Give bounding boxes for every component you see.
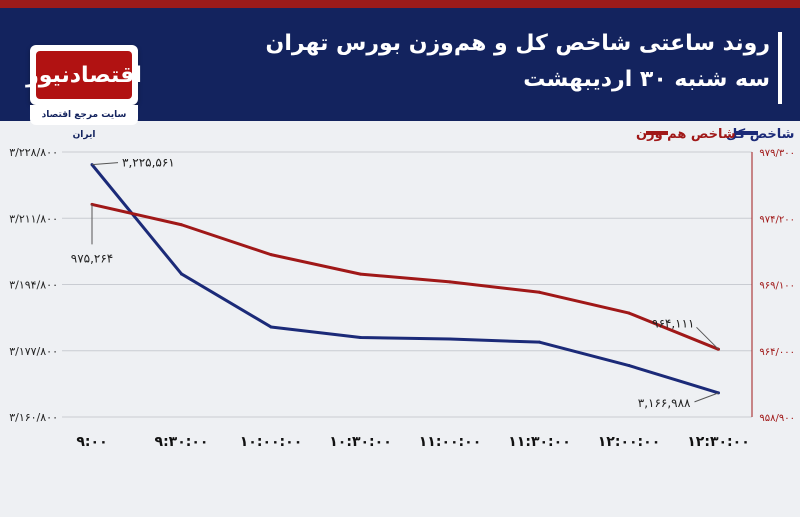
- data-label: ۳,۱۶۶,۹۸۸: [638, 396, 691, 410]
- legend-label: شاخص کل: [726, 127, 794, 142]
- x-tick-label: ۱۱:۰۰:۰۰: [419, 434, 481, 450]
- y-right-tick-label: ۹۶۴/۰۰۰: [759, 347, 795, 358]
- data-point: [627, 364, 631, 368]
- x-tick-label: ۹:۰۰: [76, 434, 107, 450]
- y-right-tick-label: ۹۷۴/۲۰۰: [759, 214, 795, 225]
- chart-title: روند ساعتی شاخص کل و هم‌وزن بورس تهران: [265, 31, 770, 56]
- brand-logo[interactable]: اقتصادنیوز سایت مرجع اقتصاد ایران: [26, 45, 142, 140]
- x-tick-label: ۱۰:۳۰:۰۰: [329, 434, 391, 450]
- y-left-tick-label: ۳/۱۶۰/۸۰۰: [9, 411, 58, 424]
- data-point: [448, 337, 452, 341]
- logo-tagline: سایت مرجع اقتصاد ایران: [30, 105, 138, 140]
- data-point: [538, 340, 541, 344]
- annotation-leader: [696, 326, 719, 350]
- data-point: [538, 290, 541, 294]
- y-left-tick-label: ۳/۲۲۸/۸۰۰: [9, 146, 58, 159]
- logo-frame: اقتصادنیوز: [26, 45, 142, 105]
- data-point: [180, 223, 183, 227]
- legend-label: شاخص هم وزن: [636, 127, 736, 142]
- annotation-leader: [694, 392, 719, 403]
- data-point: [269, 253, 273, 257]
- x-tick-label: ۱۱:۳۰:۰۰: [508, 434, 570, 450]
- y-right-tick-label: ۹۶۹/۱۰۰: [759, 281, 795, 292]
- y-left-tick-label: ۳/۱۷۷/۸۰۰: [9, 345, 58, 358]
- top-accent-bar: [0, 0, 800, 8]
- data-point: [269, 325, 273, 329]
- annotation-leader: [91, 162, 119, 166]
- series-line-1: [91, 202, 720, 351]
- series-line-0: [90, 163, 719, 395]
- y-right-tick-label: ۹۵۸/۹۰۰: [759, 413, 795, 424]
- title-block: روند ساعتی شاخص کل و هم‌وزن بورس تهران س…: [266, 26, 770, 98]
- x-tick-label: ۱۰:۰۰:۰۰: [240, 434, 302, 450]
- data-point: [627, 311, 631, 315]
- x-tick-label: ۱۲:۳۰:۰۰: [687, 434, 749, 450]
- logo-wordmark: اقتصادنیوز: [26, 51, 142, 99]
- chart-subtitle: سه شنبه ۳۰ اردیبهشت: [523, 67, 770, 92]
- y-left-tick-label: ۳/۱۹۴/۸۰۰: [9, 279, 58, 292]
- chart-area: ۳/۱۶۰/۸۰۰ ۳/۱۷۷/۸۰۰ ۳/۱۹۴/۸۰۰ ۳/۲۱۱/۸۰۰ ۳/۲۲…: [0, 121, 800, 513]
- data-point: [448, 280, 452, 284]
- data-label: ۳,۲۲۵,۵۶۱: [122, 156, 175, 170]
- title-divider: [778, 32, 782, 104]
- data-point: [180, 272, 183, 276]
- line-chart: ۳/۱۶۰/۸۰۰ ۳/۱۷۷/۸۰۰ ۳/۱۹۴/۸۰۰ ۳/۲۱۱/۸۰۰ ۳/۲۲…: [9, 127, 795, 450]
- y-left-tick-label: ۳/۲۱۱/۸۰۰: [9, 212, 58, 225]
- y-right-tick-label: ۹۷۹/۳۰۰: [759, 148, 795, 159]
- data-point: [359, 336, 362, 339]
- data-label: ۹۶۴,۱۱۱: [652, 316, 695, 330]
- x-tick-label: ۹:۳۰:۰۰: [155, 434, 209, 450]
- data-point: [359, 272, 362, 276]
- data-label: ۹۷۵,۲۶۴: [71, 251, 114, 265]
- x-tick-label: ۱۲:۰۰:۰۰: [598, 434, 660, 450]
